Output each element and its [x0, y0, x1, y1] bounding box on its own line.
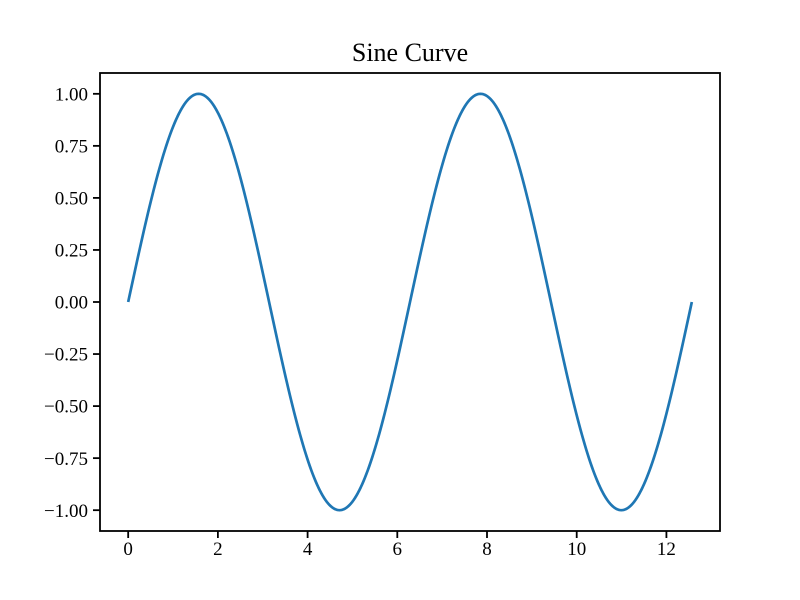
x-tick-label: 4	[303, 539, 313, 560]
chart-title: Sine Curve	[351, 38, 469, 67]
x-tick-label: 12	[657, 539, 676, 560]
x-tick-label: 6	[393, 539, 403, 560]
y-tick-label: −0.75	[44, 449, 88, 470]
series-line-sine	[126, 92, 694, 512]
y-tick-label: 0.00	[55, 293, 88, 314]
y-tick-label: 1.00	[55, 84, 88, 105]
y-tick-label: −1.00	[44, 501, 88, 522]
x-tick-label: 2	[213, 539, 223, 560]
axes-frame	[99, 72, 721, 532]
y-tick-label: 0.50	[55, 189, 88, 210]
x-tick-label: 8	[482, 539, 492, 560]
y-tick-label: 0.25	[55, 241, 88, 262]
y-tick-label: 0.75	[55, 137, 88, 158]
x-tick-label: 0	[123, 539, 133, 560]
y-tick-label: −0.25	[44, 345, 88, 366]
y-tick-label: −0.50	[44, 397, 88, 418]
x-tick-label: 10	[567, 539, 586, 560]
